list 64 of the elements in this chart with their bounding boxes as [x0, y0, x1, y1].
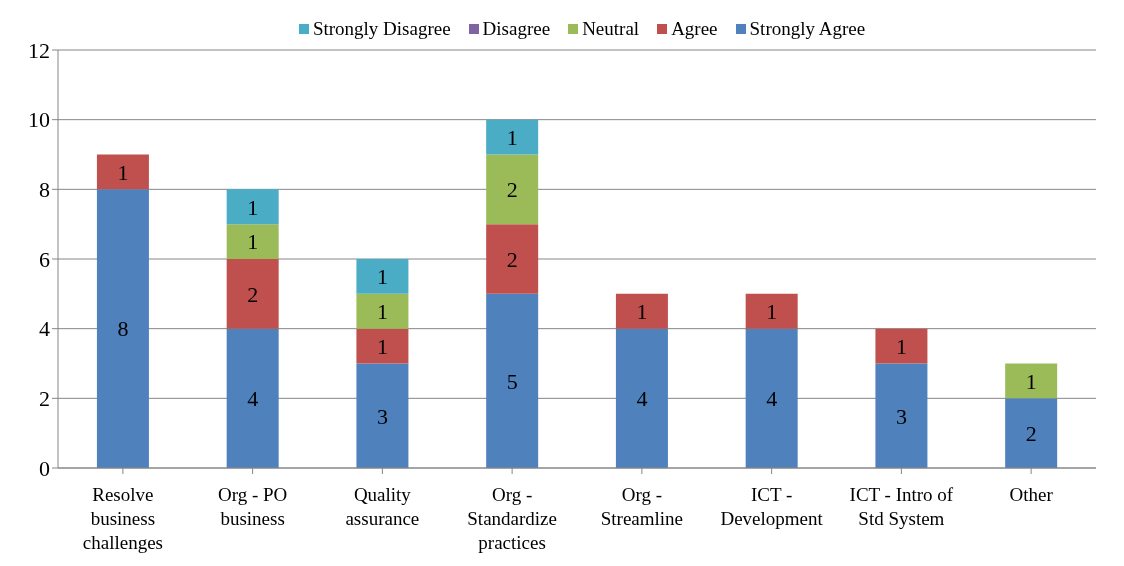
x-tick-label: Org - Streamline — [600, 484, 684, 529]
bar — [615, 328, 668, 468]
data-label: 1 — [636, 299, 648, 325]
x-tick-label: Org - PO business — [217, 484, 288, 529]
x-tick-label: Resolve business challenges — [82, 484, 163, 553]
bar — [875, 328, 928, 364]
data-label: 3 — [376, 403, 388, 429]
bar — [226, 259, 279, 329]
data-label: 1 — [766, 299, 778, 325]
bar — [486, 224, 539, 294]
y-tick-label: 12 — [28, 37, 50, 63]
data-label: 1 — [506, 124, 518, 150]
data-label: 2 — [247, 281, 259, 307]
data-label: 1 — [247, 229, 259, 255]
data-label: 2 — [506, 177, 518, 203]
y-tick-label: 4 — [39, 316, 50, 342]
x-tick-label: Org - Standardize practices — [467, 484, 557, 553]
data-label: 1 — [376, 264, 388, 290]
bar — [1005, 398, 1058, 468]
legend-label: Strongly Agree — [749, 18, 866, 40]
bar — [745, 293, 798, 329]
bar — [226, 328, 279, 468]
bar — [226, 189, 279, 225]
bar — [615, 293, 668, 329]
bar — [356, 259, 409, 294]
data-label: 1 — [117, 159, 129, 185]
bar — [486, 154, 539, 225]
data-label: 1 — [376, 333, 388, 359]
bar — [96, 189, 149, 468]
bar — [356, 363, 409, 468]
y-tick-label: 10 — [28, 107, 50, 133]
legend-label: Strongly Disagree — [312, 18, 451, 40]
data-label: 1 — [247, 194, 259, 220]
x-tick-label: ICT - Development — [720, 484, 824, 529]
bar — [486, 119, 539, 155]
data-label: 1 — [376, 299, 388, 325]
bar — [356, 328, 409, 364]
data-label: 1 — [895, 333, 907, 359]
data-label: 5 — [506, 368, 518, 394]
bar — [96, 154, 149, 190]
x-tick-label: ICT - Intro of Std System — [849, 484, 954, 529]
data-label: 2 — [506, 246, 518, 272]
y-tick-label: 2 — [39, 386, 50, 412]
x-tick-label: Other — [1009, 484, 1054, 506]
data-label: 3 — [895, 403, 907, 429]
data-label: 1 — [1025, 368, 1037, 394]
y-tick-label: 0 — [39, 455, 50, 481]
y-tick-label: 8 — [39, 177, 50, 203]
bar — [486, 293, 539, 468]
data-label: 4 — [766, 386, 778, 412]
x-tick-label: Quality assurance — [345, 484, 420, 529]
legend-label: Agree — [671, 18, 718, 40]
legend-label: Disagree — [482, 18, 551, 40]
data-label: 2 — [1025, 420, 1037, 446]
bar — [875, 363, 928, 468]
y-tick-label: 6 — [39, 246, 50, 272]
bar — [356, 293, 409, 329]
bar — [745, 328, 798, 468]
bar — [1005, 363, 1058, 399]
bar — [226, 224, 279, 259]
legend-label: Neutral — [582, 18, 640, 40]
data-label: 4 — [247, 386, 259, 412]
data-label: 8 — [117, 316, 129, 342]
data-label: 4 — [636, 386, 648, 412]
